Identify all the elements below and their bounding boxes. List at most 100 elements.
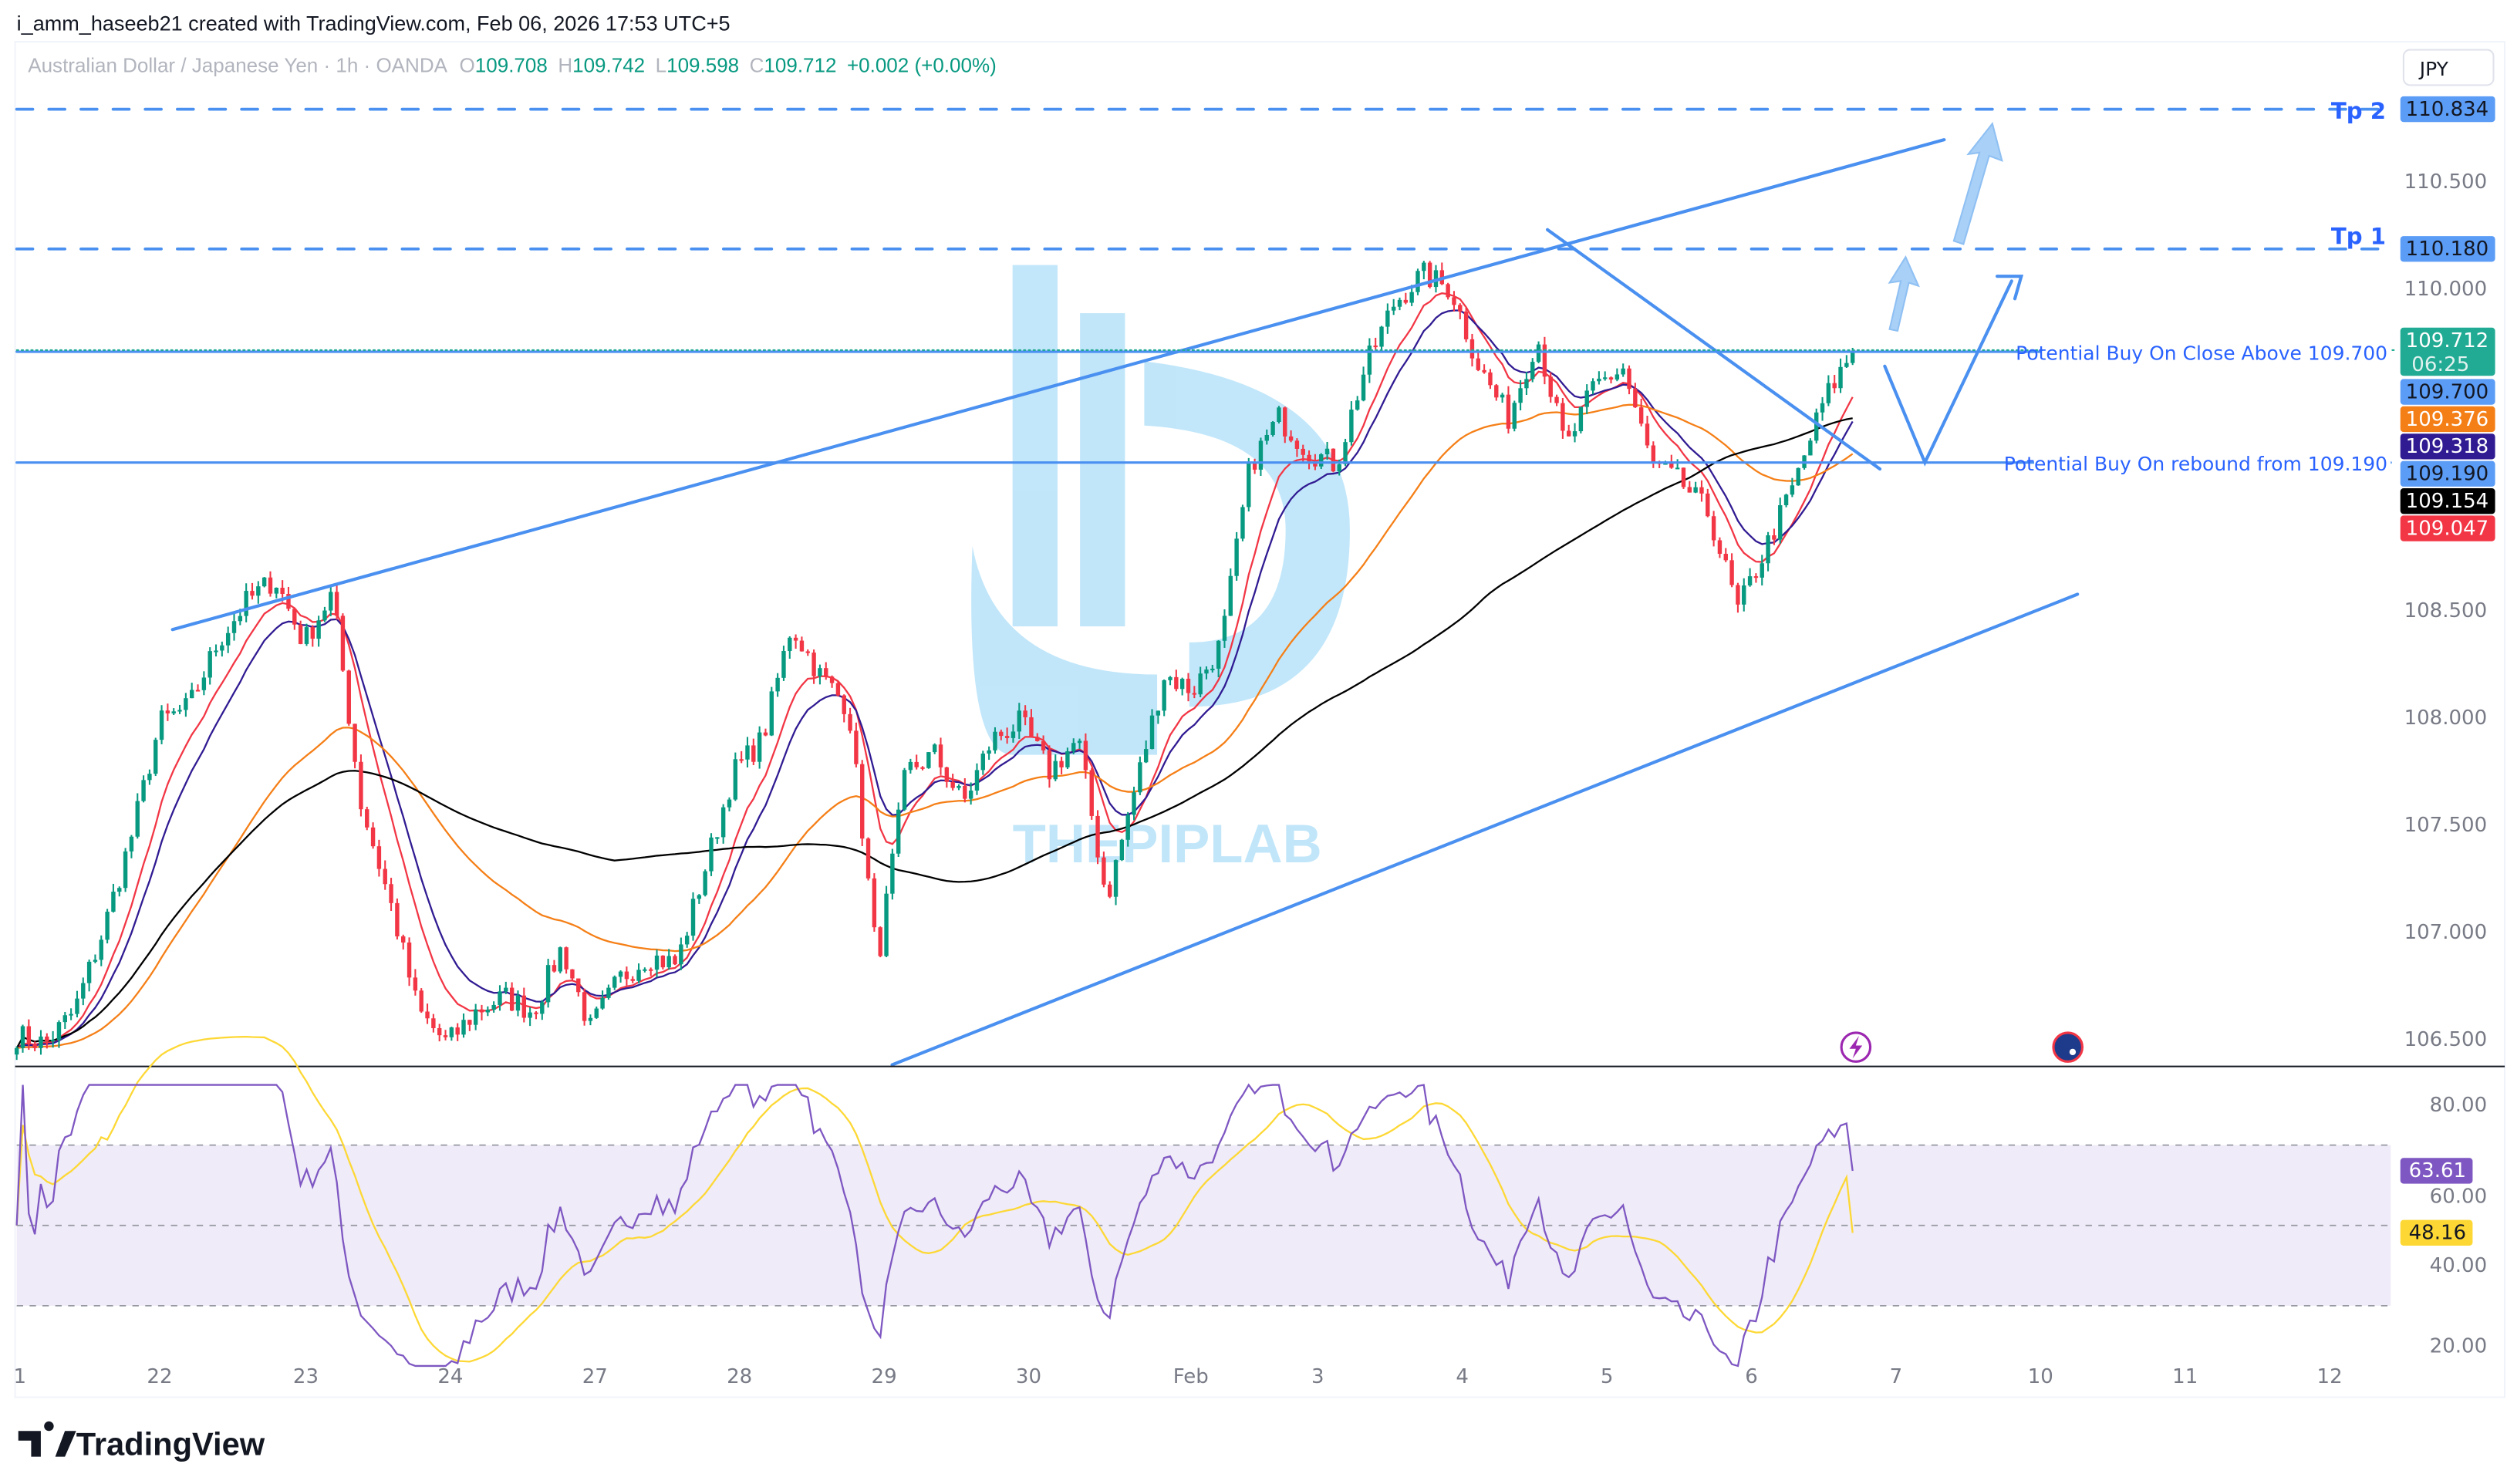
price-tag-value: 109.190 [2406,463,2489,486]
candle-body [322,610,327,621]
path-arrow-head [1996,275,2024,301]
candle-body [582,992,587,1021]
time-tick-label: 5 [1601,1365,1614,1388]
candle-body [829,676,835,683]
candle-body [1766,535,1770,564]
candles [14,261,1855,1061]
moving-average-line [16,403,1854,1050]
close-value: 109.712 [764,54,836,77]
candle-body [1602,377,1608,379]
candle-body [1693,487,1698,493]
candle-body [1446,284,1450,298]
high-value: 109.742 [572,54,645,77]
candle-body [1138,762,1142,793]
drawings[interactable]: Tp 2 Tp 1 Potential Buy On Close Above 1… [15,98,2395,1067]
moving-averages [15,292,1854,1050]
candle-body [449,1027,454,1037]
candle-body [159,710,164,740]
projection-arrow-2[interactable] [1952,122,2003,245]
candle-body [521,995,527,1018]
candle-body [389,884,393,903]
candle-body [286,594,291,609]
candle-body [1319,454,1324,467]
candle-body [684,936,690,945]
candle-body [14,1047,19,1055]
tradingview-logo[interactable]: TradingView [18,1421,265,1462]
candle-body [383,868,387,885]
currency-button[interactable] [2402,49,2495,86]
candle-body [1125,815,1130,840]
candle-body [443,1035,448,1037]
candle-body [467,1020,472,1025]
candle-body [1814,412,1819,441]
projection-arrow-1[interactable] [1888,255,1920,332]
candle-body [1645,423,1650,446]
candle-body [1119,839,1125,861]
australia-flag-icon[interactable] [2052,1031,2084,1063]
candle-body [165,710,170,713]
candle-body [425,1011,430,1019]
time-tick-label: 3 [1311,1365,1324,1388]
candle-body [902,770,907,810]
candle-body [45,1036,49,1042]
price-tag-value: 109.700 [2406,380,2489,403]
candle-body [195,690,201,692]
path-arrow[interactable] [1883,279,2013,467]
rsi-tick-label: 20.00 [2430,1334,2487,1358]
candle-body [860,764,865,839]
candle-body [757,732,762,762]
candle-body [1742,585,1746,605]
candle-body [1004,736,1010,738]
candle-body [1192,693,1197,695]
candle-body [1506,394,1511,429]
candle-body [1548,376,1553,397]
candle-body [1687,487,1692,493]
candle-body [1832,383,1837,389]
time-axis[interactable]: 1 22 23 24 27 28 29 30 Feb 3 4 5 6 7 10 11 12 [14,1365,2343,1388]
candle-body [274,588,279,594]
rsi-axis[interactable]: 80.00 60.00 40.00 20.00 [2430,1094,2487,1358]
candle-body [938,744,943,767]
time-tick-label: 4 [1456,1365,1469,1388]
candle-body [1638,407,1644,424]
candle-body [963,785,967,799]
symbol-legend[interactable]: Australian Dollar / Japanese Yen · 1h · … [28,54,997,77]
candle-body [1717,540,1723,555]
candle-body [1210,668,1215,671]
candle-body [999,731,1004,737]
price-tag [2400,433,2495,460]
candle-body [1149,715,1155,750]
candle-body [225,632,231,646]
candle-body [1264,434,1269,441]
close-label: C [750,54,764,77]
price-tick-label: 108.500 [2404,599,2488,622]
candle-body [751,745,756,762]
candle-body [1850,350,1855,363]
candle-body [280,588,285,595]
candle-body [1554,396,1559,403]
candle-body [461,1020,466,1035]
price-tag-value: 110.180 [2406,238,2489,261]
candle-body [926,752,931,768]
candle-body [69,1014,73,1016]
candle-body [1675,467,1680,470]
candle-body [1294,440,1300,449]
channel-lower-line[interactable] [890,592,2080,1067]
candle-body [1572,431,1577,437]
event-icons[interactable] [1840,1031,2084,1063]
candle-body [1783,494,1789,506]
candle-body [914,761,919,767]
price-axis[interactable]: JPY 110.500 110.000 108.500 108.000 107.500 1… [2400,49,2495,1052]
candle-body [824,668,828,677]
channel-upper-line[interactable] [170,138,1946,632]
candle-body [171,711,176,713]
watermark-text: THEPIPLAB [1013,814,1322,875]
candle-body [1844,363,1849,367]
candle-body [329,592,333,611]
price-tag-value: 109.712 [2406,329,2489,352]
candle-body [1651,445,1656,463]
candle-body [679,944,683,965]
time-tick-label: 30 [1016,1365,1041,1388]
candle-body [957,785,961,788]
